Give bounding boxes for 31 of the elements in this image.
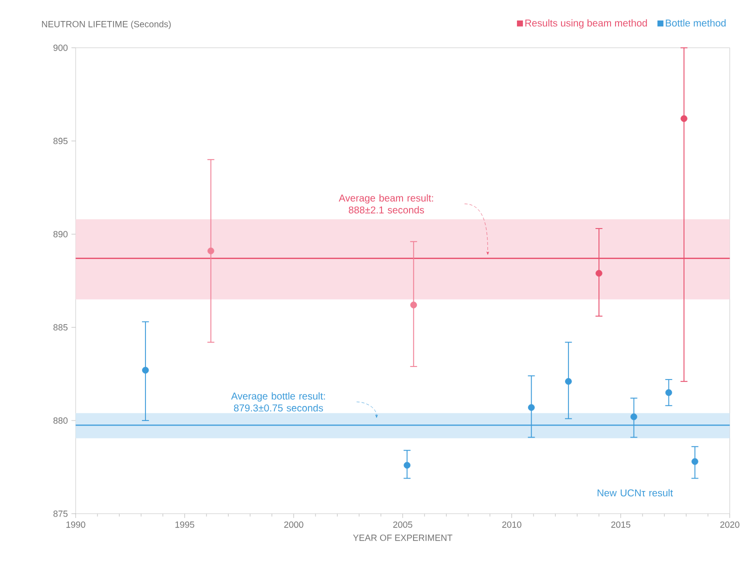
y-tick-label: 880 — [53, 417, 68, 424]
point — [142, 366, 149, 374]
point — [528, 404, 535, 411]
y-tick-label: 895 — [53, 138, 68, 144]
y-tick-label: 875 — [53, 510, 68, 517]
y-axis-title: NEUTRON LIFETIME (Seconds) — [42, 20, 171, 29]
x-tick-label: 2010 — [502, 521, 522, 528]
x-tick-label: 1990 — [66, 521, 86, 528]
x-tick-label: 2005 — [393, 521, 412, 528]
x-tick-label: 1995 — [175, 521, 194, 528]
point — [680, 115, 688, 122]
x-tick-label: 2020 — [720, 521, 740, 528]
legend-label: Results using beam method — [525, 19, 647, 28]
y-tick-label: 885 — [53, 324, 68, 330]
y-tick-label: 900 — [53, 44, 68, 51]
x-tick-label: 2015 — [611, 521, 630, 528]
point — [596, 270, 602, 276]
legend-label: Bottle method — [666, 19, 726, 26]
x-axis-title: YEAR OF EXPERIMENT — [353, 534, 452, 541]
annotation: Average bottle result: 879.3±0.75 seconds — [231, 392, 325, 412]
point — [630, 413, 638, 420]
x-tick-label: 2000 — [284, 521, 304, 528]
point — [692, 458, 698, 465]
y-tick-label: 890 — [53, 230, 68, 238]
point — [410, 301, 417, 308]
point — [565, 378, 572, 385]
point — [207, 247, 214, 254]
annotation: New UCNτ result — [598, 488, 673, 496]
annotation: Average beam result: 888±2.1 seconds — [338, 194, 434, 214]
point — [404, 462, 410, 468]
point — [665, 388, 672, 396]
